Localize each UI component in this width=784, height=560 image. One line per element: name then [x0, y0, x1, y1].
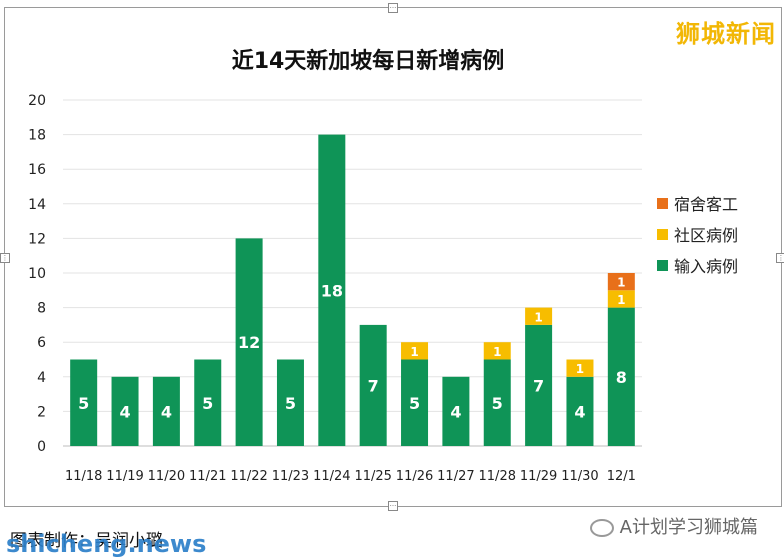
bar-segment	[483, 342, 511, 360]
data-label: 7	[368, 376, 379, 395]
bar-segment	[235, 238, 263, 446]
x-tick-label: 11/26	[396, 469, 433, 484]
legend-swatch	[657, 260, 668, 271]
grid-lines	[63, 99, 642, 447]
brand-logo: 狮城新闻	[676, 20, 776, 48]
data-label: 7	[533, 376, 544, 395]
resize-handle-left[interactable]: ⋮	[0, 253, 10, 263]
x-tick-label: 12/1	[607, 469, 636, 484]
bar-segment	[607, 273, 635, 291]
account-name: A计划学习狮城篇	[589, 513, 758, 539]
data-label: 1	[617, 293, 625, 307]
data-label: 8	[616, 368, 627, 387]
bar-segment	[607, 290, 635, 308]
bar-segment	[276, 359, 304, 446]
data-label: 4	[450, 402, 461, 421]
bar-segment	[442, 376, 470, 446]
bar-segment	[318, 134, 346, 446]
bar-segment	[566, 359, 594, 377]
legend-swatch	[657, 229, 668, 240]
y-tick-label: 18	[28, 128, 46, 144]
x-tick-label: 11/29	[520, 469, 557, 484]
x-tick-label: 11/23	[272, 469, 309, 484]
bar-segment	[111, 376, 139, 446]
y-tick-label: 20	[28, 93, 46, 109]
y-tick-label: 14	[28, 197, 46, 213]
account-label: A计划学习狮城篇	[619, 517, 758, 538]
legend-label: 输入病例	[674, 257, 738, 276]
y-tick-label: 4	[37, 370, 46, 386]
data-label: 5	[492, 394, 503, 413]
data-label: 1	[576, 362, 584, 376]
x-axis: 11/18 11/19 11/20 11/21 11/22 11/23 11/24 11/25…	[65, 469, 636, 484]
bar-segment	[401, 359, 429, 446]
site-watermark: shicheng.news	[6, 530, 207, 558]
data-label: 5	[78, 394, 89, 413]
x-tick-label: 11/28	[479, 469, 516, 484]
x-tick-label: 11/27	[437, 469, 474, 484]
chart-title: 近14天新加坡每日新增病例	[232, 48, 505, 74]
resize-handle-right[interactable]: ⋮	[776, 253, 784, 263]
bar-segment	[525, 307, 553, 325]
bar-segment	[607, 307, 635, 446]
bar-segment	[152, 376, 180, 446]
bar-segment	[194, 359, 222, 446]
y-tick-label: 2	[37, 404, 46, 420]
bar-segment	[70, 359, 98, 446]
y-tick-label: 8	[37, 301, 46, 317]
y-tick-label: 6	[37, 335, 46, 351]
resize-handle-bottom[interactable]: ···	[388, 501, 398, 511]
y-tick-label: 16	[28, 162, 46, 178]
y-tick-label: 10	[28, 266, 46, 282]
data-label: 12	[238, 333, 260, 352]
x-tick-label: 11/30	[561, 469, 598, 484]
x-tick-label: 11/22	[230, 469, 267, 484]
data-label: 18	[321, 281, 343, 300]
data-label: 5	[202, 394, 213, 413]
legend-label: 宿舍客工	[674, 195, 738, 214]
data-label: 1	[410, 345, 418, 359]
y-axis: 0 2 4 6 8 10 12 14 16 18 20	[28, 93, 46, 455]
data-label: 1	[617, 276, 625, 290]
wechat-icon	[589, 519, 614, 537]
chart-credit: 图表制作：吴润小璐	[10, 531, 163, 551]
x-tick-label: 11/20	[148, 469, 185, 484]
data-label: 1	[493, 345, 501, 359]
legend-swatch	[657, 198, 668, 209]
y-tick-label: 12	[28, 231, 46, 247]
data-label: 5	[285, 394, 296, 413]
data-label: 5	[409, 394, 420, 413]
x-tick-label: 11/25	[354, 469, 391, 484]
data-label: 4	[119, 402, 130, 421]
bar-segment	[566, 376, 594, 446]
x-tick-label: 11/21	[189, 469, 226, 484]
data-label: 4	[574, 402, 585, 421]
y-tick-label: 0	[37, 439, 46, 455]
data-label: 4	[161, 402, 172, 421]
data-label: 1	[534, 310, 542, 324]
x-tick-label: 11/18	[65, 469, 102, 484]
bar-segment	[525, 324, 553, 446]
bar-segment	[483, 359, 511, 446]
bar-segment	[359, 324, 387, 446]
legend-label: 社区病例	[674, 226, 738, 245]
resize-handle-top[interactable]: ···	[388, 3, 398, 13]
x-tick-label: 11/19	[106, 469, 143, 484]
x-tick-label: 11/24	[313, 469, 350, 484]
bar-segment	[401, 342, 429, 360]
